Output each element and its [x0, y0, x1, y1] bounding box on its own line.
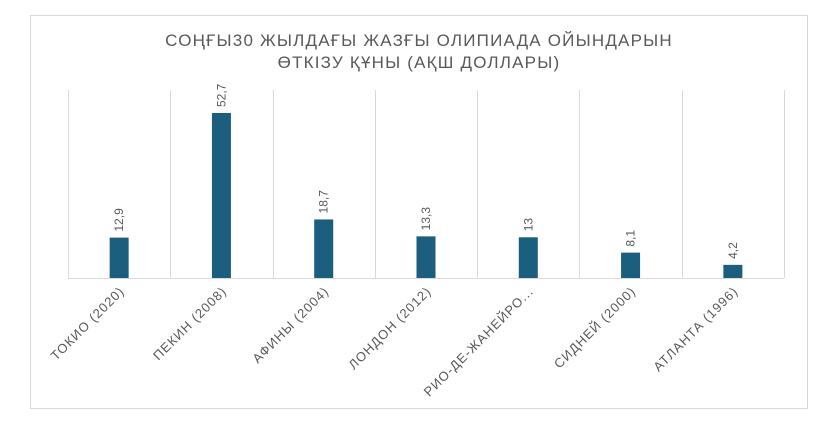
x-tick-label: СИДНЕЙ (2000) — [551, 284, 639, 372]
chart-title-line-1: СОҢҒЫ30 ЖЫЛДАҒЫ ЖАЗҒЫ ОЛИПИАДА ОЙЫНДАРЫН — [165, 31, 673, 50]
bar — [416, 236, 436, 278]
chart-title: СОҢҒЫ30 ЖЫЛДАҒЫ ЖАЗҒЫ ОЛИПИАДА ОЙЫНДАРЫН… — [30, 30, 808, 74]
bar — [723, 264, 743, 278]
x-tick-label: ЛОНДОН (2012) — [345, 284, 434, 373]
x-tick-label: ПЕКИН (2008) — [150, 284, 230, 364]
bar — [314, 219, 334, 278]
chart-title-line-2: ӨТКІЗУ ҚҰНЫ (АҚШ ДОЛЛАРЫ) — [277, 53, 561, 72]
data-label: 8,1 — [624, 230, 638, 247]
chart-frame — [30, 15, 808, 409]
data-label: 13 — [521, 218, 535, 232]
x-tick-label: ТОКИО (2020) — [48, 284, 128, 364]
data-label: 18,7 — [317, 190, 331, 214]
data-label: 13,3 — [419, 207, 433, 231]
x-tick-label: АТЛАНТА (1996) — [650, 284, 741, 375]
x-tick-label: АФИНЫ (2004) — [249, 284, 331, 366]
bar — [211, 113, 231, 278]
data-label: 4,2 — [726, 242, 740, 259]
x-tick-label: РИО-ДЕ-ЖАНЕЙРО... — [421, 284, 537, 400]
bar — [621, 252, 641, 278]
data-label: 52,7 — [214, 83, 228, 107]
bar — [109, 237, 129, 278]
data-label: 12,9 — [112, 208, 126, 232]
bar — [518, 237, 538, 278]
